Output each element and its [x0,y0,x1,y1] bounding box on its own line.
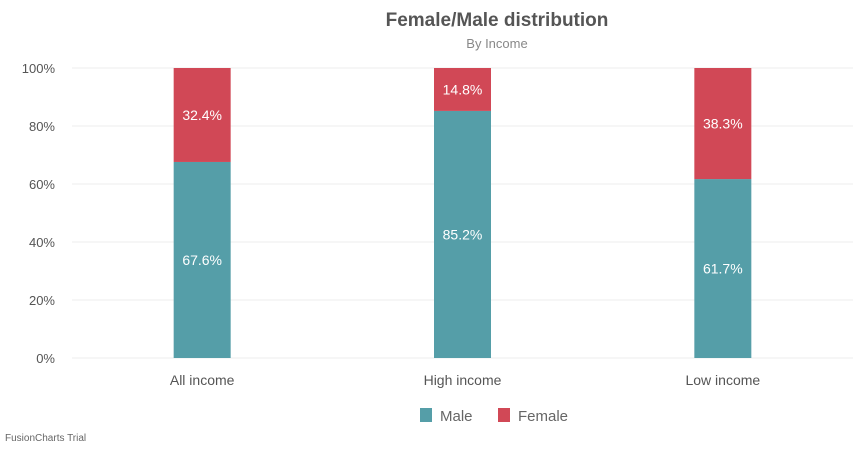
legend-item-male[interactable]: Male [420,408,473,425]
data-label: 85.2% [443,226,483,242]
y-tick-label: 20% [29,293,55,308]
bar-male[interactable] [434,110,491,358]
watermark: FusionCharts Trial [5,433,86,444]
y-tick-label: 80% [29,119,55,134]
chart-subtitle: By Income [466,36,527,51]
x-tick-label: All income [170,372,235,388]
bar-female[interactable] [434,68,491,111]
data-label: 61.7% [703,261,743,277]
legend-swatch [420,408,432,422]
y-tick-label: 40% [29,235,55,250]
data-label: 38.3% [703,116,743,132]
legend-label: Male [440,408,473,425]
bar-male[interactable] [694,179,752,358]
data-label: 67.6% [182,252,222,268]
bar-male[interactable] [173,161,231,358]
y-tick-label: 100% [22,61,56,76]
legend-swatch [498,408,510,422]
bar-female[interactable] [694,68,752,180]
x-tick-label: High income [424,372,502,388]
x-tick-label: Low income [685,372,760,388]
bar-female[interactable] [173,68,231,162]
data-label: 32.4% [182,107,222,123]
y-tick-label: 60% [29,177,55,192]
legend-item-female[interactable]: Female [498,408,568,425]
chart-title: Female/Male distribution [386,10,609,31]
y-tick-label: 0% [36,351,55,366]
data-label: 14.8% [443,81,483,97]
legend-label: Female [518,408,568,425]
